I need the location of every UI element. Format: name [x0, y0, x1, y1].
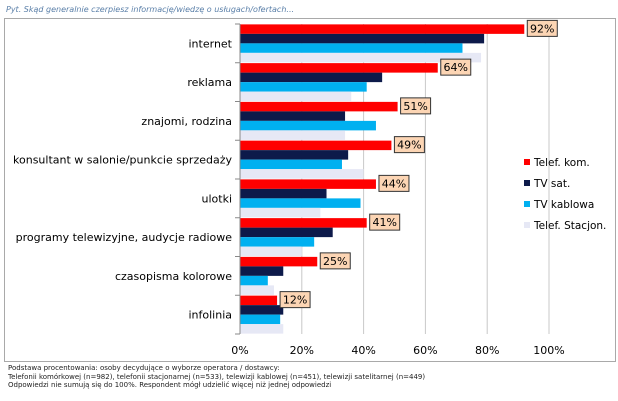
legend-swatch [524, 180, 530, 186]
data-label: 92% [530, 22, 554, 35]
category-label: konsultant w salonie/punkcie sprzedaży [13, 154, 232, 167]
category-label: programy telewizyjne, audycje radiowe [16, 231, 233, 244]
bar [240, 314, 281, 325]
data-label: 25% [323, 255, 347, 268]
data-label: 41% [372, 216, 396, 229]
data-label-box [378, 174, 410, 192]
data-label: 49% [397, 139, 421, 152]
footnote-line: Odpowiedzi nie sumują się do 100%. Respo… [8, 381, 332, 389]
data-label: 51% [403, 100, 427, 113]
legend-swatch [524, 222, 530, 228]
bar [240, 285, 274, 295]
footnote-line: Telefonii komórkowej (n=982), telefonii … [8, 372, 426, 381]
data-label-box [440, 58, 472, 76]
x-tick-label: 80% [475, 344, 499, 357]
bar [240, 159, 342, 170]
legend-swatch [524, 201, 530, 207]
x-tick-label: 0% [231, 344, 248, 357]
bar [240, 82, 367, 92]
bar [240, 63, 438, 73]
bar [240, 120, 376, 131]
category-label: czasopisma kolorowe [115, 270, 232, 283]
bar [240, 91, 352, 102]
bar [240, 266, 284, 276]
category-label: infolinia [188, 309, 232, 322]
x-tick-label: 100% [533, 344, 564, 357]
chart-frame [4, 18, 616, 362]
bar [240, 207, 321, 218]
bar [240, 237, 315, 247]
footnote-line: Podstawa procentowania: osoby decydujące… [8, 364, 280, 372]
footnotes: Podstawa procentowania: osoby decydujące… [8, 364, 425, 390]
bar [240, 218, 367, 228]
bar [240, 24, 525, 34]
bar [240, 111, 346, 121]
bar [240, 198, 361, 208]
category-label: ulotki [202, 192, 233, 205]
legend-label: TV sat. [533, 178, 570, 190]
bar [240, 305, 284, 315]
bar [240, 256, 318, 267]
bar [240, 130, 346, 140]
bar [240, 275, 268, 286]
legend-swatch [524, 159, 530, 165]
data-label-box [400, 97, 432, 115]
category-label: reklama [187, 76, 232, 89]
category-label: znajomi, rodzina [141, 115, 232, 128]
bar [240, 246, 302, 257]
bar [240, 227, 333, 238]
x-tick-label: 60% [413, 344, 437, 357]
bar [240, 295, 278, 306]
legend-label: TV kablowa [533, 199, 594, 211]
x-tick-label: 20% [290, 344, 314, 357]
bar [240, 43, 463, 53]
data-label-box [393, 136, 425, 154]
bar [240, 150, 349, 160]
bar [240, 324, 284, 334]
x-tick-label: 40% [351, 344, 375, 357]
bar [240, 33, 485, 44]
category-label: internet [189, 37, 233, 50]
bar [240, 140, 392, 151]
bar [240, 72, 383, 83]
question-text: Pyt. Skąd generalnie czerpiesz informacj… [6, 5, 295, 14]
data-label: 12% [283, 294, 307, 307]
data-label: 64% [444, 61, 468, 74]
data-label-box [369, 213, 401, 231]
data-label-box [279, 291, 311, 309]
bar [240, 101, 398, 112]
bar [240, 188, 327, 199]
bar [240, 179, 376, 189]
legend-label: Telef. kom. [533, 157, 590, 169]
data-label-box [319, 252, 351, 270]
data-label: 44% [382, 177, 406, 190]
bar [240, 169, 364, 179]
legend-label: Telef. Stacjon. [533, 220, 606, 232]
bar [240, 52, 482, 63]
data-label-box [526, 19, 558, 37]
